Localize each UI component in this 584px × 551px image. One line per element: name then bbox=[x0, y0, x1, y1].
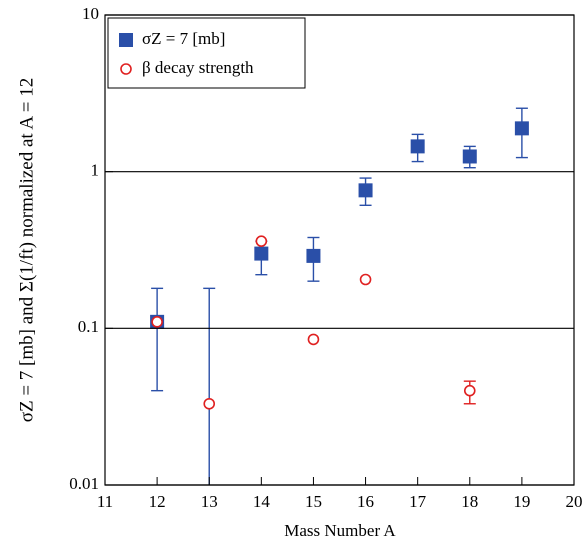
y-tick-label: 10 bbox=[82, 4, 99, 23]
error-bar bbox=[203, 287, 216, 485]
legend-marker bbox=[120, 63, 132, 75]
data-point bbox=[359, 273, 372, 286]
x-tick-label: 17 bbox=[409, 492, 427, 511]
x-tick-label: 18 bbox=[461, 492, 478, 511]
data-point bbox=[358, 183, 373, 198]
plot-area bbox=[150, 107, 529, 485]
legend-box bbox=[107, 17, 306, 89]
legend-label: β decay strength bbox=[142, 58, 254, 77]
y-tick-label: 1 bbox=[91, 161, 100, 180]
y-tick-label: 0.01 bbox=[69, 474, 99, 493]
legend-marker bbox=[119, 33, 133, 47]
x-tick-label: 11 bbox=[97, 492, 113, 511]
x-tick-label: 16 bbox=[357, 492, 374, 511]
data-point bbox=[307, 333, 320, 346]
data-point bbox=[151, 316, 163, 328]
data-point bbox=[410, 139, 425, 154]
x-tick-label: 14 bbox=[253, 492, 271, 511]
data-point bbox=[514, 121, 529, 136]
data-point bbox=[255, 235, 268, 247]
data-point bbox=[306, 248, 321, 263]
x-tick-label: 19 bbox=[513, 492, 530, 511]
data-point bbox=[463, 384, 476, 397]
y-axis-label: σZ = 7 [mb] and Σ(1/ft) normalized at A … bbox=[16, 78, 37, 423]
y-tick-label: 0.1 bbox=[78, 317, 99, 336]
x-tick-label: 12 bbox=[149, 492, 166, 511]
x-tick-label: 13 bbox=[201, 492, 218, 511]
x-axis-label: Mass Number A bbox=[284, 521, 396, 540]
x-tick-label: 20 bbox=[566, 492, 583, 511]
data-point bbox=[462, 149, 477, 164]
legend-label: σZ = 7 [mb] bbox=[142, 29, 225, 48]
data-point bbox=[203, 397, 216, 410]
error-bar bbox=[151, 287, 164, 392]
x-tick-label: 15 bbox=[305, 492, 322, 511]
data-point bbox=[254, 246, 269, 261]
